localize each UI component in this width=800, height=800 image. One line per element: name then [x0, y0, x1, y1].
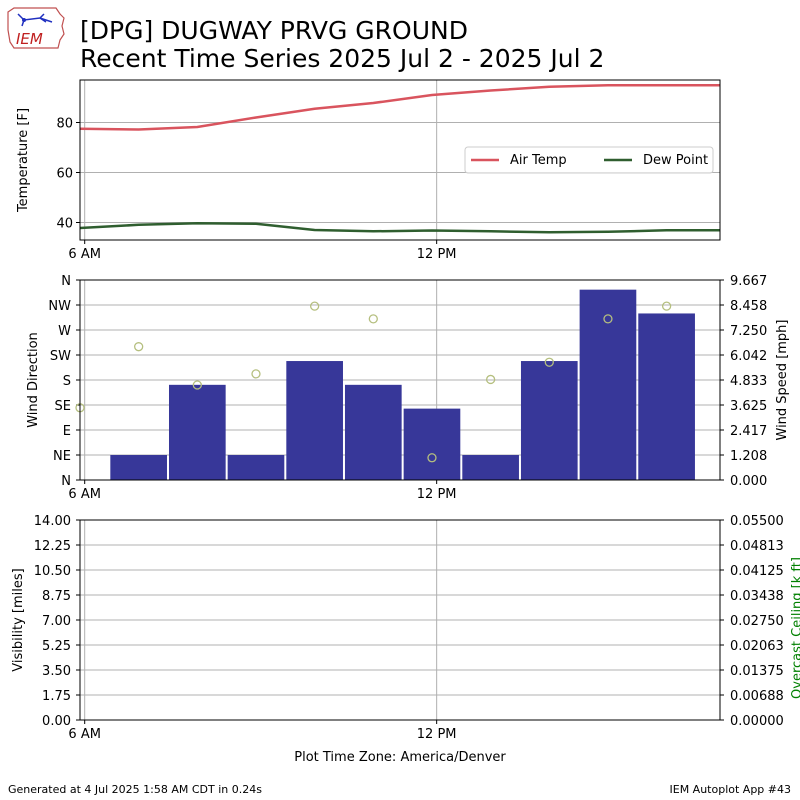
legend-box — [464, 146, 714, 174]
series-line-air-temp — [79, 84, 720, 131]
wind-speed-bar — [638, 313, 695, 480]
direction-tick-label: NE — [53, 449, 71, 464]
direction-tick-label: N — [61, 474, 71, 489]
visibility-tick-label: 14.00 — [34, 514, 71, 529]
speed-tick-label: 6.042 — [730, 349, 767, 364]
series-line-dew-point — [79, 222, 720, 234]
x-tick-label: 6 AM — [68, 727, 101, 742]
wind-direction-marker — [427, 453, 437, 463]
ceiling-tick-label: 0.00000 — [730, 714, 784, 729]
wind-barb-icon — [17, 13, 53, 27]
chart-title: [DPG] DUGWAY PRVG GROUND — [80, 16, 468, 45]
wind-speed-bar — [344, 384, 402, 480]
ceiling-tick-label: 0.00688 — [730, 689, 784, 704]
ceiling-tick-label: 0.04125 — [730, 564, 784, 579]
wind-speed-bar — [227, 455, 285, 480]
generated-timestamp: Generated at 4 Jul 2025 1:58 AM CDT in 0… — [8, 783, 262, 796]
wind-direction-marker — [485, 374, 496, 385]
y-axis-label-right: Overcast Ceiling [k ft] — [790, 557, 800, 699]
speed-tick-label: 1.208 — [730, 449, 767, 464]
direction-tick-label: E — [63, 424, 71, 439]
x-tick-label: 12 PM — [417, 487, 457, 502]
y-tick-label: 80 — [56, 117, 73, 132]
visibility-tick-label: 3.50 — [42, 664, 71, 679]
x-tick-label: 6 AM — [68, 487, 101, 502]
visibility-tick-label: 10.50 — [34, 564, 71, 579]
x-tick-label: 12 PM — [417, 727, 457, 742]
iem-logo: IEM — [7, 7, 65, 49]
visibility-tick-label: 8.75 — [42, 589, 71, 604]
wind-direction-marker — [192, 380, 202, 390]
wind-speed-bar — [168, 384, 226, 480]
wind-direction-marker — [368, 314, 378, 324]
direction-tick-label: NW — [48, 299, 71, 314]
x-tick-label: 12 PM — [417, 247, 457, 262]
wind-speed-bar — [462, 455, 519, 480]
direction-tick-label: SW — [50, 349, 71, 364]
wind-speed-bar — [403, 408, 461, 480]
app-id: IEM Autoplot App #43 — [669, 783, 792, 796]
y-axis-label-left: Wind Direction — [26, 332, 41, 428]
speed-tick-label: 0.000 — [730, 474, 767, 489]
ceiling-tick-label: 0.05500 — [730, 514, 784, 529]
ceiling-tick-label: 0.02750 — [730, 614, 784, 629]
visibility-tick-label: 7.00 — [42, 614, 71, 629]
direction-tick-label: N — [61, 274, 71, 289]
speed-tick-label: 4.833 — [730, 374, 767, 389]
station-dot-icon — [22, 18, 26, 22]
wind-direction-marker — [134, 342, 144, 352]
direction-tick-label: S — [63, 374, 71, 389]
direction-tick-label: SE — [55, 399, 71, 414]
speed-tick-label: 9.667 — [730, 274, 767, 289]
x-axis-label: Plot Time Zone: America/Denver — [294, 750, 506, 765]
wind-speed-bar — [286, 361, 343, 480]
wind-direction-marker — [251, 369, 261, 379]
visibility-tick-label: 1.75 — [42, 689, 71, 704]
wind-speed-bar — [520, 361, 578, 480]
legend-entry: Air Temp — [510, 153, 567, 168]
speed-tick-label: 8.458 — [730, 299, 767, 314]
wind-panel: N NE E SE S SW W NW N 0.000 1.208 2.417 3.625 4.833 6.… — [26, 274, 790, 502]
temperature-panel: 40 60 80 6 AM 12 PM Temperature [F] Air Temp De… — [16, 79, 721, 262]
wind-speed-bar — [110, 455, 167, 480]
visibility-panel: 0.00 1.75 3.50 5.25 7.00 8.75 10.50 12.25 14.00 0… — [11, 514, 800, 765]
wind-direction-marker — [544, 357, 554, 367]
y-axis-label-left: Visibility [miles] — [11, 568, 26, 671]
visibility-tick-label: 5.25 — [42, 639, 71, 654]
legend-entry: Dew Point — [643, 153, 708, 168]
logo-text: IEM — [16, 30, 43, 48]
speed-tick-label: 2.417 — [730, 424, 767, 439]
y-tick-label: 60 — [56, 167, 73, 182]
visibility-tick-label: 0.00 — [42, 714, 71, 729]
wind-direction-marker — [603, 314, 613, 324]
speed-tick-label: 3.625 — [730, 399, 767, 414]
visibility-tick-label: 12.25 — [34, 539, 71, 554]
ceiling-tick-label: 0.01375 — [730, 664, 784, 679]
wind-axes-frame — [79, 279, 721, 481]
wind-direction-marker — [661, 301, 672, 311]
x-tick-label: 6 AM — [68, 247, 101, 262]
y-axis-label: Temperature [F] — [16, 108, 31, 213]
wind-speed-bar — [579, 289, 637, 480]
speed-tick-label: 7.250 — [730, 324, 767, 339]
ceiling-tick-label: 0.04813 — [730, 539, 784, 554]
temperature-axes-frame — [79, 79, 721, 241]
direction-tick-label: W — [58, 324, 71, 339]
ceiling-tick-label: 0.03438 — [730, 589, 784, 604]
wind-direction-marker — [309, 301, 320, 311]
y-tick-label: 40 — [56, 217, 73, 232]
visibility-axes-frame — [79, 519, 721, 721]
chart-subtitle: Recent Time Series 2025 Jul 2 - 2025 Jul… — [80, 44, 605, 73]
ceiling-tick-label: 0.02063 — [730, 639, 784, 654]
y-axis-label-right: Wind Speed [mph] — [775, 320, 790, 441]
